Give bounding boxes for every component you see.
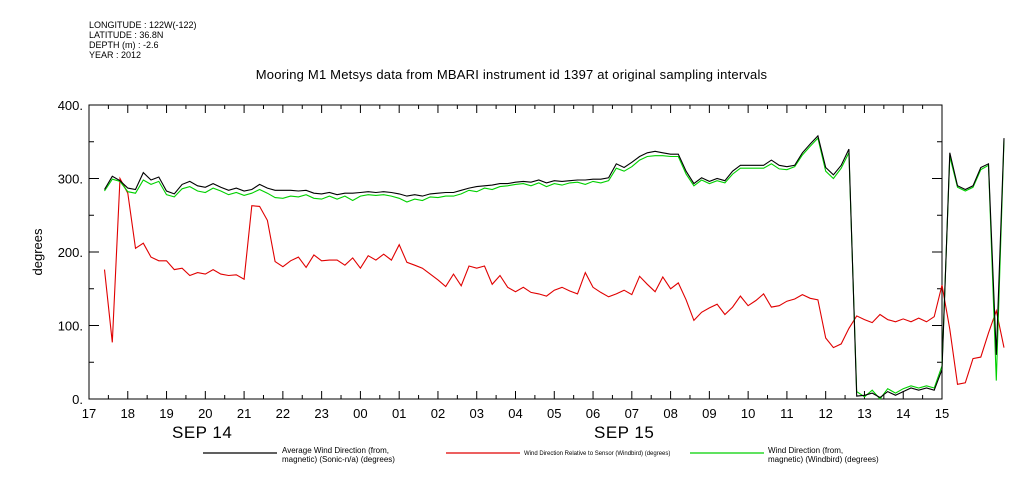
legend-label-avg-2: magnetic) (Sonic-n/a) (degrees) xyxy=(282,455,395,464)
x-tick-label: 23 xyxy=(314,406,328,421)
y-tick-label: 400. xyxy=(58,98,83,113)
month-label-1: SEP 14 xyxy=(172,423,233,442)
x-tick-label: 05 xyxy=(547,406,561,421)
x-tick-label: 03 xyxy=(469,406,483,421)
legend-label-relative: Wind Direction Relative to Sensor (Windb… xyxy=(524,451,671,457)
x-tick-label: 21 xyxy=(237,406,251,421)
x-tick-label: 22 xyxy=(276,406,290,421)
x-tick-label: 15 xyxy=(935,406,949,421)
legend-label-windbird-2: magnetic) (Windbird) (degrees) xyxy=(768,455,879,464)
chart-axes: 0. 100. 200. 300. 400. 17 18 19 20 21 22 23 00 01 02 03… xyxy=(30,98,949,421)
y-axis-label: degrees xyxy=(30,228,45,275)
x-tick-label: 02 xyxy=(431,406,445,421)
x-tick-label: 04 xyxy=(508,406,522,421)
x-tick-label: 10 xyxy=(741,406,755,421)
x-tick-label: 19 xyxy=(159,406,173,421)
year-label: YEAR : 2012 xyxy=(89,50,142,60)
x-tick-label: 17 xyxy=(82,406,96,421)
metadata-block: LONGITUDE : 122W(-122) LATITUDE : 36.8N … xyxy=(89,20,197,60)
x-tick-label: 18 xyxy=(121,406,135,421)
depth-label: DEPTH (m) : -2.6 xyxy=(89,40,159,50)
y-tick-label: 200. xyxy=(58,245,83,260)
x-tick-label: 13 xyxy=(857,406,871,421)
series-line-3 xyxy=(104,136,1005,400)
x-tick-label: 07 xyxy=(625,406,639,421)
x-tick-label: 01 xyxy=(392,406,406,421)
x-tick-label: 20 xyxy=(198,406,212,421)
chart-title: Mooring M1 Metsys data from MBARI instru… xyxy=(255,67,768,82)
x-tick-label: 14 xyxy=(896,406,910,421)
x-tick-label: 06 xyxy=(586,406,600,421)
y-tick-label: 100. xyxy=(58,319,83,334)
x-tick-label: 00 xyxy=(353,406,367,421)
legend-label-avg-1: Average Wind Direction (from, xyxy=(282,446,389,455)
series-line-2 xyxy=(103,176,1005,385)
x-tick-label: 11 xyxy=(780,406,794,421)
series-line-1 xyxy=(104,134,1005,399)
month-label-2: SEP 15 xyxy=(594,423,655,442)
y-tick-label: 300. xyxy=(58,172,83,187)
longitude-label: LONGITUDE : 122W(-122) xyxy=(89,20,197,30)
plot-frame xyxy=(88,104,943,400)
x-tick-label: 12 xyxy=(818,406,832,421)
latitude-label: LATITUDE : 36.8N xyxy=(89,30,164,40)
x-tick-label: 09 xyxy=(702,406,716,421)
y-tick-label: 0. xyxy=(72,392,83,407)
chart-series xyxy=(103,134,1005,400)
x-tick-label: 08 xyxy=(663,406,677,421)
legend-label-windbird-1: Wind Direction (from, xyxy=(768,446,844,455)
